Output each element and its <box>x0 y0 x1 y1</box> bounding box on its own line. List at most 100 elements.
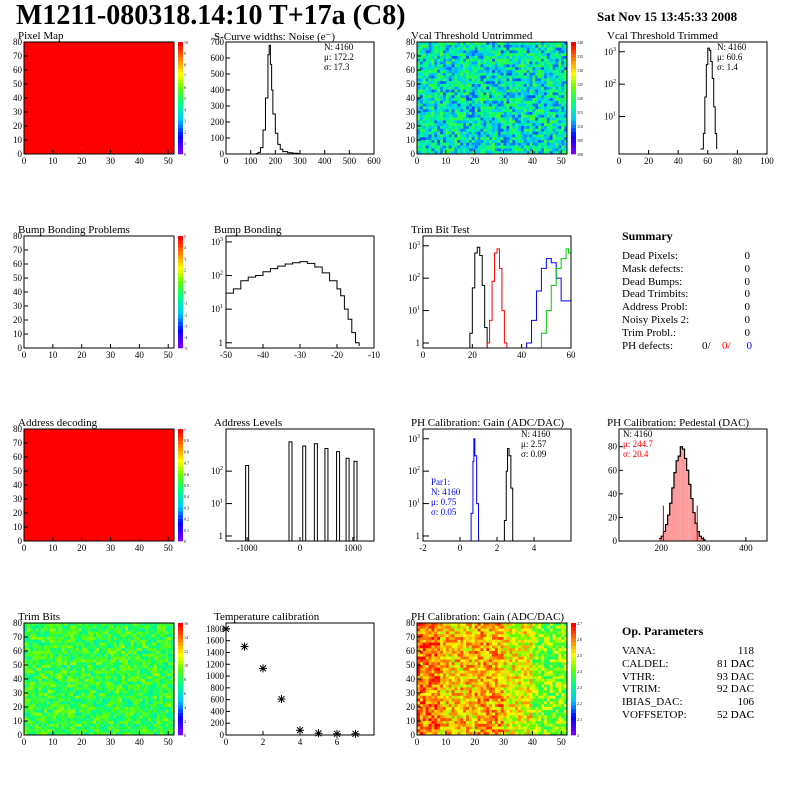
heatmap-cell <box>538 45 541 48</box>
heatmap-cell <box>113 673 116 676</box>
heatmap-cell <box>148 690 151 693</box>
heatmap-cell <box>558 92 561 95</box>
heatmap-cell <box>515 67 518 70</box>
colorbar-segment <box>178 83 183 87</box>
heatmap-cell <box>157 657 160 660</box>
heatmap-cell <box>64 713 67 716</box>
heatmap-cell <box>119 676 122 679</box>
heatmap-cell <box>472 143 475 146</box>
heatmap-cell <box>457 73 460 76</box>
heatmap-cell <box>558 106 561 109</box>
heatmap-cell <box>137 659 140 662</box>
heatmap-cell <box>420 631 423 634</box>
heatmap-cell <box>440 123 443 126</box>
heatmap-cell <box>483 129 486 132</box>
heatmap-cell <box>555 73 558 76</box>
heatmap-cell <box>85 626 88 629</box>
heatmap-cell <box>509 104 512 107</box>
heatmap-cell <box>38 643 41 646</box>
heatmap-cell <box>96 671 99 674</box>
stat-text: μ: 2.57 <box>521 439 547 449</box>
heatmap-cell <box>87 657 90 660</box>
heatmap-cell <box>429 109 432 112</box>
heatmap-cell <box>59 651 62 654</box>
heatmap-cell <box>62 704 65 707</box>
heatmap-cell <box>160 657 163 660</box>
heatmap-cell <box>145 673 148 676</box>
y-tick-label: 50 <box>13 273 23 283</box>
colorbar-segment <box>178 664 183 668</box>
heatmap-cell <box>154 696 157 699</box>
colorbar-segment <box>178 87 183 91</box>
heatmap-cell <box>561 59 564 62</box>
heatmap-cell <box>437 109 440 112</box>
heatmap-cell <box>38 696 41 699</box>
heatmap-cell <box>524 76 527 79</box>
heatmap-cell <box>431 84 434 87</box>
heatmap-cell <box>33 727 36 730</box>
heatmap-cell <box>64 727 67 730</box>
heatmap-cell <box>134 651 137 654</box>
heatmap-cell <box>137 701 140 704</box>
heatmap-cell <box>434 132 437 135</box>
heatmap-cell <box>423 629 426 632</box>
heatmap-cell <box>59 685 62 688</box>
heatmap-cell <box>128 673 131 676</box>
heatmap-cell <box>64 693 67 696</box>
heatmap-cell <box>145 710 148 713</box>
heatmap-cell <box>472 98 475 101</box>
colorbar-segment <box>178 61 183 65</box>
heatmap-cell <box>142 640 145 643</box>
heatmap-cell <box>67 626 70 629</box>
heatmap-cell <box>151 690 154 693</box>
y-tick-label: 103 <box>408 241 420 251</box>
heatmap-cell <box>85 637 88 640</box>
colorbar-segment <box>178 326 183 330</box>
heatmap-cell <box>495 73 498 76</box>
heatmap-cell <box>478 137 481 140</box>
heatmap-cell <box>113 679 116 682</box>
heatmap-cell <box>137 662 140 665</box>
heatmap-cell <box>36 693 39 696</box>
colorbar-segment <box>178 492 183 496</box>
heatmap-cell <box>168 654 171 657</box>
heatmap-cell <box>547 78 550 81</box>
heatmap-cell <box>426 76 429 79</box>
y-tick-label: 103 <box>604 47 616 57</box>
heatmap-cell <box>486 120 489 123</box>
heatmap-cell <box>480 73 483 76</box>
heatmap-cell <box>160 665 163 668</box>
x-tick-label: 0 <box>22 156 27 166</box>
heatmap-cell <box>460 70 463 73</box>
heatmap-cell <box>70 640 73 643</box>
heatmap-cell <box>79 696 82 699</box>
heatmap-cell <box>489 98 492 101</box>
heatmap-cell <box>544 123 547 126</box>
heatmap-cell <box>455 118 458 121</box>
heatmap-cell <box>420 699 423 702</box>
heatmap-cell <box>498 90 501 93</box>
heatmap-cell <box>157 659 160 662</box>
hist-bar <box>680 447 682 541</box>
heatmap-cell <box>469 134 472 137</box>
heatmap-cell <box>452 143 455 146</box>
heatmap-cell <box>431 120 434 123</box>
colorbar-segment <box>178 76 183 80</box>
heatmap-cell <box>492 115 495 118</box>
heatmap-cell <box>423 73 426 76</box>
heatmap-cell <box>96 724 99 727</box>
heatmap-cell <box>38 704 41 707</box>
heatmap-cell <box>79 665 82 668</box>
heatmap-cell <box>495 98 498 101</box>
heatmap-cell <box>521 76 524 79</box>
heatmap-cell <box>145 640 148 643</box>
heatmap-cell <box>558 73 561 76</box>
heatmap-cell <box>501 70 504 73</box>
heatmap-cell <box>56 645 59 648</box>
heatmap-cell <box>431 112 434 115</box>
heatmap-cell <box>532 87 535 90</box>
heatmap-cell <box>76 701 79 704</box>
heatmap-cell <box>541 84 544 87</box>
